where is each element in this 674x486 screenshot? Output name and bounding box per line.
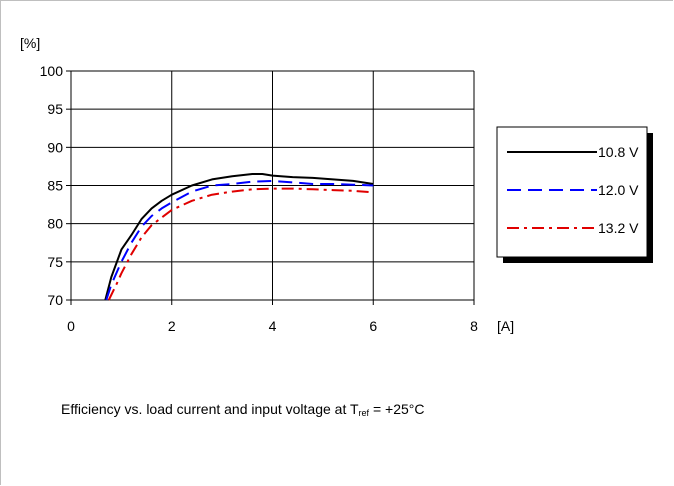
caption-subscript: ref (358, 408, 370, 418)
series-line-1 (105, 179, 374, 301)
caption-text: Efficiency vs. load current and input vo… (61, 401, 359, 417)
tick-labels: 70 75 80 85 90 95 100 0 2 4 6 8 (40, 63, 478, 334)
x-axis-label: [A] (497, 318, 514, 334)
series-line-2 (107, 187, 374, 301)
legend-label: 13.2 V (598, 220, 639, 236)
series-group (104, 173, 374, 301)
grid (70, 70, 475, 301)
series-line-0 (104, 173, 374, 301)
legend-box (496, 126, 648, 258)
y-tick-label: 95 (47, 101, 63, 117)
legend-label: 12.0 V (598, 182, 639, 198)
y-tick-label: 100 (40, 63, 64, 79)
legend-label: 10.8 V (598, 144, 639, 160)
legend: 10.8 V 12.0 V 13.2 V (496, 126, 653, 263)
y-tick-label: 70 (47, 292, 63, 308)
caption-text-end: = +25°C (369, 401, 425, 417)
x-tick-label: 8 (470, 318, 478, 334)
x-tick-label: 6 (369, 318, 377, 334)
y-tick-label: 85 (47, 178, 63, 194)
y-tick-label: 90 (47, 139, 63, 155)
x-tick-label: 4 (269, 318, 277, 334)
x-tick-label: 2 (168, 318, 176, 334)
figure-caption: Efficiency vs. load current and input vo… (61, 401, 424, 418)
x-tick-label: 0 (67, 318, 75, 334)
axes (66, 70, 475, 305)
y-tick-label: 75 (47, 254, 63, 270)
y-tick-label: 80 (47, 216, 63, 232)
y-axis-label: [%] (20, 35, 40, 51)
